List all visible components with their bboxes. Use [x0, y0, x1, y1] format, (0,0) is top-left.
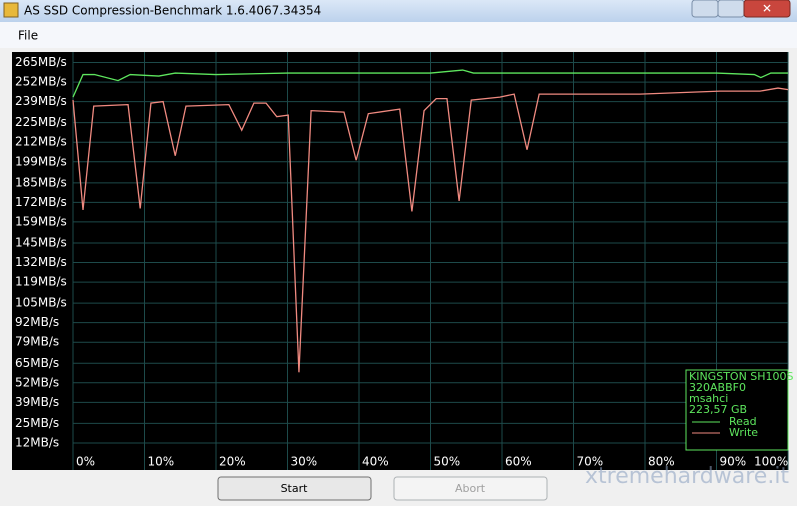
y-tick-label: 239MB/s	[15, 94, 67, 108]
x-tick-label: 20%	[219, 455, 246, 469]
window-title: AS SSD Compression-Benchmark 1.6.4067.34…	[24, 4, 321, 18]
y-tick-label: 65MB/s	[15, 356, 59, 370]
device-info: 320ABBF0	[689, 381, 746, 394]
y-tick-label: 265MB/s	[15, 55, 67, 69]
y-tick-label: 39MB/s	[15, 395, 59, 409]
y-tick-label: 119MB/s	[15, 275, 67, 289]
y-tick-label: 105MB/s	[15, 296, 67, 310]
start-label: Start	[281, 482, 309, 495]
app-icon	[3, 2, 19, 18]
x-tick-label: 0%	[76, 455, 95, 469]
menu-item[interactable]: File	[18, 29, 38, 43]
x-tick-label: 100%	[754, 455, 788, 469]
x-tick-label: 70%	[577, 455, 604, 469]
y-tick-label: 159MB/s	[15, 214, 67, 228]
abort-label: Abort	[455, 482, 486, 495]
device-info: msahci	[689, 392, 728, 405]
start-button[interactable]	[217, 476, 372, 501]
y-tick-label: 52MB/s	[15, 375, 59, 389]
minimize-button[interactable]	[691, 0, 719, 18]
menu-bar	[0, 22, 797, 48]
y-tick-label: 79MB/s	[15, 335, 59, 349]
x-tick-label: 50%	[434, 455, 461, 469]
legend-label: Read	[729, 415, 757, 428]
y-tick-label: 12MB/s	[15, 435, 59, 449]
y-tick-label: 225MB/s	[15, 115, 67, 129]
y-tick-label: 132MB/s	[15, 255, 67, 269]
x-tick-label: 10%	[148, 455, 175, 469]
data-line	[72, 87, 789, 373]
y-tick-label: 145MB/s	[15, 235, 67, 249]
x-tick-label: 80%	[648, 455, 675, 469]
close-icon: ✕	[762, 2, 772, 16]
device-info: KINGSTON SH100S	[689, 370, 794, 383]
y-tick-label: 25MB/s	[15, 416, 59, 430]
y-tick-label: 92MB/s	[15, 315, 59, 329]
y-tick-label: 185MB/s	[15, 175, 67, 189]
device-info: 223,57 GB	[689, 403, 747, 416]
maximize-button[interactable]	[717, 0, 745, 18]
watermark: xtremehardware.it	[585, 464, 789, 489]
y-tick-label: 252MB/s	[15, 75, 67, 89]
close-button[interactable]	[743, 0, 791, 18]
legend-box	[685, 369, 789, 451]
abort-button	[393, 476, 548, 501]
y-tick-label: 172MB/s	[15, 195, 67, 209]
x-tick-label: 40%	[362, 455, 389, 469]
x-tick-label: 30%	[291, 455, 318, 469]
x-tick-label: 90%	[720, 455, 747, 469]
y-tick-label: 199MB/s	[15, 154, 67, 168]
y-tick-label: 212MB/s	[15, 135, 67, 149]
chart-area	[12, 52, 788, 470]
title-bar	[0, 0, 797, 22]
data-line	[72, 69, 788, 98]
legend-label: Write	[729, 426, 758, 439]
x-tick-label: 60%	[505, 455, 532, 469]
